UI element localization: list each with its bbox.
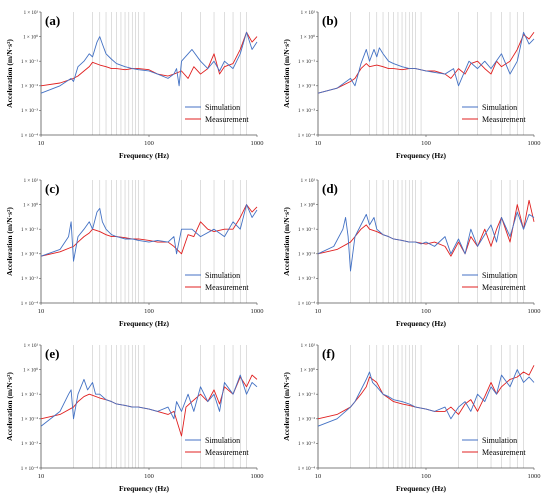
x-tick-label: 100 [144, 140, 154, 147]
y-tick-label: 1 × 10¹ [24, 10, 39, 16]
series-line-simulation [40, 374, 258, 427]
y-tick-label: 1 × 10⁻¹ [298, 227, 315, 233]
panel-label: (d) [322, 181, 338, 196]
y-tick-label: 1 × 10¹ [301, 178, 316, 184]
x-axis-label: Frequency (Hz) [396, 151, 447, 160]
x-tick-label: 100 [144, 473, 154, 480]
x-axis-label: Frequency (Hz) [119, 484, 170, 493]
x-tick-label: 10 [315, 140, 322, 147]
x-tick-label: 1000 [251, 140, 264, 147]
y-axis-label: Acceleration (m/N·s²) [5, 372, 14, 441]
y-tick-label: 1 × 10⁻¹ [21, 392, 38, 398]
x-tick-label: 10 [38, 473, 45, 480]
y-tick-label: 1 × 10⁻⁴ [298, 466, 315, 472]
y-tick-label: 1 × 10⁻² [298, 252, 315, 258]
y-tick-label: 1 × 10⁰ [300, 367, 315, 373]
y-tick-label: 1 × 10⁻² [298, 84, 315, 90]
legend-label: Simulation [482, 436, 517, 445]
y-tick-label: 1 × 10⁻³ [21, 276, 38, 282]
x-tick-label: 100 [421, 308, 431, 315]
y-tick-label: 1 × 10⁻⁴ [298, 133, 315, 139]
legend-label: Simulation [205, 436, 240, 445]
legend-label: Measurement [205, 448, 249, 457]
legend-label: Measurement [205, 283, 249, 292]
panel-label: (e) [45, 346, 59, 361]
y-tick-label: 1 × 10⁻⁴ [21, 466, 38, 472]
y-tick-label: 1 × 10⁻⁴ [21, 133, 38, 139]
x-tick-label: 100 [421, 140, 431, 147]
legend-label: Measurement [205, 115, 249, 124]
y-tick-label: 1 × 10⁻² [298, 417, 315, 423]
legend-label: Simulation [482, 271, 517, 280]
series-line-simulation [317, 369, 535, 427]
y-axis-label: Acceleration (m/N·s²) [5, 39, 14, 108]
x-tick-label: 1000 [528, 140, 541, 147]
series-line-simulation [317, 211, 535, 272]
y-tick-label: 1 × 10⁻² [21, 252, 38, 258]
x-axis-label: Frequency (Hz) [119, 319, 170, 328]
legend-label: Measurement [482, 448, 526, 457]
y-tick-label: 1 × 10⁻² [21, 417, 38, 423]
y-tick-label: 1 × 10¹ [24, 178, 39, 184]
legend-label: Simulation [205, 271, 240, 280]
y-tick-label: 1 × 10⁰ [23, 202, 38, 208]
series-line-simulation [40, 204, 258, 262]
legend-label: Simulation [205, 103, 240, 112]
y-axis-label: Acceleration (m/N·s²) [282, 39, 291, 108]
y-tick-label: 1 × 10⁻¹ [298, 59, 315, 65]
y-tick-label: 1 × 10⁰ [300, 202, 315, 208]
y-tick-label: 1 × 10⁰ [300, 34, 315, 40]
panel-label: (c) [45, 181, 59, 196]
panel-label: (f) [322, 346, 335, 361]
series-line-simulation [317, 31, 535, 94]
legend-label: Measurement [482, 283, 526, 292]
y-axis-label: Acceleration (m/N·s²) [282, 372, 291, 441]
y-tick-label: 1 × 10⁻³ [298, 441, 315, 447]
y-tick-label: 1 × 10⁰ [23, 367, 38, 373]
legend-label: Simulation [482, 103, 517, 112]
x-tick-label: 100 [144, 308, 154, 315]
x-tick-label: 100 [421, 473, 431, 480]
x-tick-label: 1000 [528, 308, 541, 315]
x-tick-label: 10 [315, 308, 322, 315]
x-tick-label: 1000 [251, 473, 264, 480]
x-tick-label: 1000 [528, 473, 541, 480]
x-axis-label: Frequency (Hz) [396, 319, 447, 328]
y-tick-label: 1 × 10⁻⁴ [298, 301, 315, 307]
legend-label: Measurement [482, 115, 526, 124]
y-tick-label: 1 × 10¹ [24, 343, 39, 349]
x-tick-label: 10 [38, 308, 45, 315]
y-tick-label: 1 × 10⁻⁴ [21, 301, 38, 307]
x-tick-label: 10 [315, 473, 322, 480]
y-tick-label: 1 × 10⁻³ [21, 108, 38, 114]
panel-label: (a) [45, 13, 60, 28]
x-axis-label: Frequency (Hz) [119, 151, 170, 160]
chart-panel-2: 1 × 10¹ 1 × 10⁰ 1 × 10⁻¹ 1 × 10⁻² 1 × 10⁻³ 1 … [282, 10, 541, 160]
y-tick-label: 1 × 10⁻¹ [21, 59, 38, 65]
y-tick-label: 1 × 10¹ [301, 343, 316, 349]
y-axis-label: Acceleration (m/N·s²) [282, 207, 291, 276]
chart-panel-5: 1 × 10¹ 1 × 10⁰ 1 × 10⁻¹ 1 × 10⁻² 1 × 10⁻³ 1 … [5, 343, 264, 493]
chart-panel-4: 1 × 10¹ 1 × 10⁰ 1 × 10⁻¹ 1 × 10⁻² 1 × 10⁻³ 1 … [282, 178, 541, 328]
y-tick-label: 1 × 10⁻² [21, 84, 38, 90]
series-line-measurement [317, 32, 535, 94]
y-tick-label: 1 × 10⁻¹ [298, 392, 315, 398]
series-line-simulation [40, 31, 258, 94]
y-tick-label: 1 × 10⁻¹ [21, 227, 38, 233]
panel-label: (b) [322, 13, 338, 28]
y-tick-label: 1 × 10¹ [301, 10, 316, 16]
x-axis-label: Frequency (Hz) [396, 484, 447, 493]
x-tick-label: 10 [38, 140, 45, 147]
y-tick-label: 1 × 10⁻³ [298, 108, 315, 114]
chart-panel-6: 1 × 10¹ 1 × 10⁰ 1 × 10⁻¹ 1 × 10⁻² 1 × 10⁻³ 1 … [282, 343, 541, 493]
y-tick-label: 1 × 10⁻³ [298, 276, 315, 282]
y-tick-label: 1 × 10⁰ [23, 34, 38, 40]
y-tick-label: 1 × 10⁻³ [21, 441, 38, 447]
y-axis-label: Acceleration (m/N·s²) [5, 207, 14, 276]
x-tick-label: 1000 [251, 308, 264, 315]
chart-panel-1: 1 × 10¹ 1 × 10⁰ 1 × 10⁻¹ 1 × 10⁻² 1 × 10⁻³ 1 … [5, 10, 264, 160]
chart-panel-3: 1 × 10¹ 1 × 10⁰ 1 × 10⁻¹ 1 × 10⁻² 1 × 10⁻³ 1 … [5, 178, 264, 328]
